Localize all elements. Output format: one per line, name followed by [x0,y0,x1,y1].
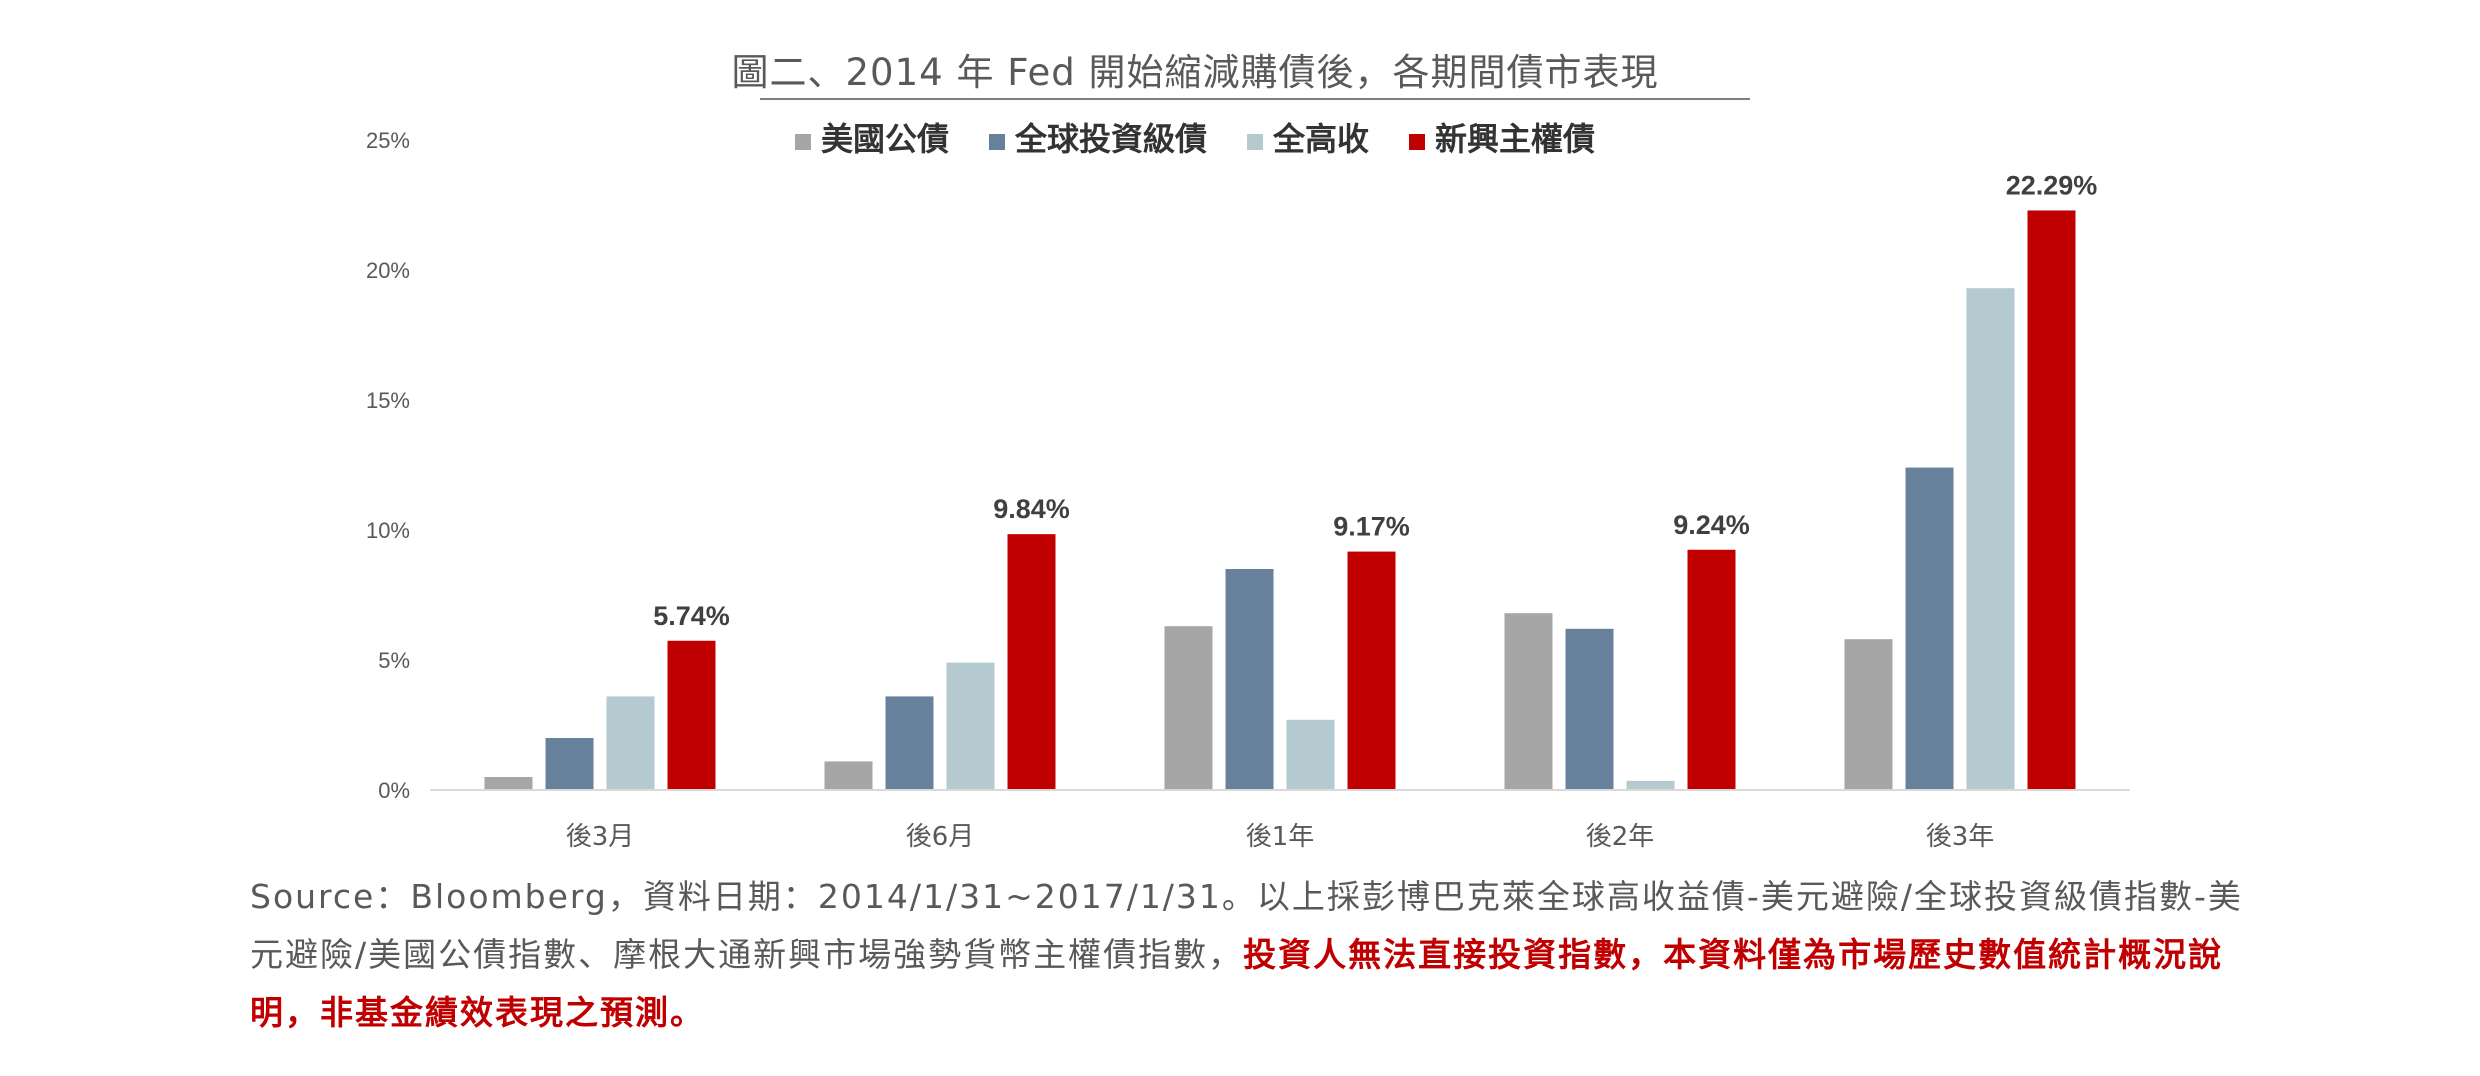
y-tick-label: 0% [378,778,410,803]
legend-label: 新興主權債 [1435,120,1595,158]
legend-swatch [1409,134,1425,150]
bar [2027,210,2076,790]
source-note-text: Source：Bloomberg，資料日期：2014/1/31~2017/1/3… [250,877,2243,974]
bar [1347,551,1396,790]
bar [1905,467,1954,790]
data-label: 9.84% [993,494,1070,524]
y-tick-label: 20% [366,258,410,283]
bar [606,696,655,790]
data-label: 9.24% [1673,510,1750,540]
bar [1687,549,1736,790]
legend: 美國公債 全球投資級債 全高收 新興主權債 [795,120,1595,158]
data-label: 9.17% [1333,512,1410,542]
y-tick-label: 10% [366,518,410,543]
disclaimer-text: 投資人無法直接投資指數，本資料僅為市場歷史數值統計概況說明，非基金績效表現之預測… [250,935,2224,1032]
bar [667,640,716,790]
bar [484,777,533,790]
bars [484,210,2076,790]
bar [1164,626,1213,790]
x-tick-label: 後6月 [906,822,975,852]
bar [1286,719,1335,790]
legend-label: 全高收 [1272,120,1369,158]
bar [1565,628,1614,790]
y-tick-label: 5% [378,648,410,673]
legend-swatch [989,134,1005,150]
chart-title: 圖二、2014 年 Fed 開始縮減購債後，各期間債市表現 [732,51,1659,94]
bar [1007,534,1056,790]
data-label: 22.29% [2006,170,2098,200]
bar [1966,288,2015,790]
legend-swatch [1247,134,1263,150]
x-tick-label: 後3月 [566,822,635,852]
bar [1844,639,1893,790]
bar [946,662,995,790]
y-tick-label: 25% [366,128,410,153]
legend-label: 美國公債 [821,120,949,158]
x-tick-label: 後1年 [1246,822,1315,852]
y-axis: 0% 5% 10% 15% 20% 25% [366,128,410,803]
bar [1504,613,1553,790]
legend-swatch [795,134,811,150]
x-tick-label: 後2年 [1586,822,1655,852]
bar [885,696,934,790]
data-labels: 5.74% 9.84% 9.17% 9.24% 22.29% [653,170,2097,630]
chart-area: 圖二、2014 年 Fed 開始縮減購債後，各期間債市表現 美國公債 全球投資級債… [366,51,2130,852]
bar [1626,780,1675,790]
bar [824,761,873,790]
bar [545,738,594,790]
y-tick-label: 15% [366,388,410,413]
x-tick-label: 後3年 [1926,822,1995,852]
legend-label: 全球投資級債 [1014,120,1207,158]
x-axis: 後3月 後6月 後1年 後2年 後3年 [430,789,2130,852]
source-note: Source：Bloomberg，資料日期：2014/1/31~2017/1/3… [250,868,2250,1042]
data-label: 5.74% [653,601,730,631]
bar [1225,569,1274,790]
